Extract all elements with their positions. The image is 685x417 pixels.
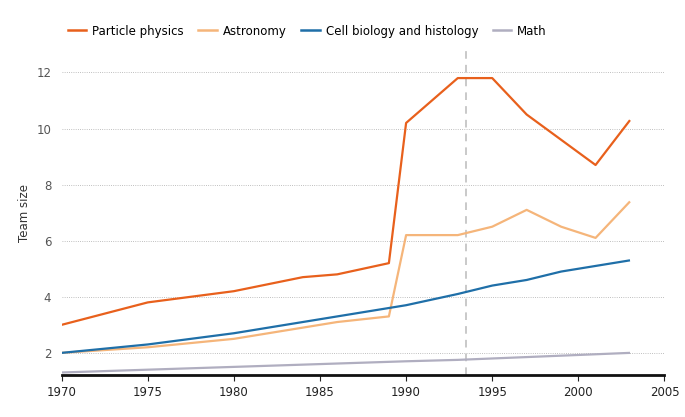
Cell biology and histology xyxy=(626,258,634,263)
Cell biology and histology xyxy=(58,350,66,355)
Particle physics xyxy=(523,112,531,117)
Astronomy xyxy=(557,224,565,229)
Particle physics xyxy=(626,118,634,123)
Astronomy xyxy=(591,236,599,241)
Math xyxy=(626,350,634,355)
Astronomy xyxy=(58,350,66,355)
Cell biology and histology xyxy=(402,303,410,308)
Particle physics xyxy=(229,289,238,294)
Astronomy xyxy=(453,233,462,238)
Astronomy xyxy=(333,319,341,324)
Astronomy xyxy=(299,325,307,330)
Line: Cell biology and histology: Cell biology and histology xyxy=(62,260,630,353)
Astronomy xyxy=(385,314,393,319)
Particle physics xyxy=(144,300,152,305)
Astronomy xyxy=(523,207,531,212)
Cell biology and histology xyxy=(144,342,152,347)
Math xyxy=(58,370,66,375)
Cell biology and histology xyxy=(316,317,324,322)
Cell biology and histology xyxy=(557,269,565,274)
Line: Particle physics: Particle physics xyxy=(62,78,630,325)
Cell biology and histology xyxy=(523,277,531,282)
Math xyxy=(557,353,565,358)
Math xyxy=(591,352,599,357)
Particle physics xyxy=(299,275,307,280)
Particle physics xyxy=(453,75,462,80)
Astronomy xyxy=(316,322,324,327)
Astronomy xyxy=(144,345,152,350)
Astronomy xyxy=(402,233,410,238)
Particle physics xyxy=(385,261,393,266)
Astronomy xyxy=(488,224,497,229)
Math xyxy=(488,356,497,361)
Astronomy xyxy=(626,199,634,204)
Particle physics xyxy=(402,121,410,126)
Particle physics xyxy=(316,273,324,278)
Cell biology and histology xyxy=(229,331,238,336)
Legend: Particle physics, Astronomy, Cell biology and histology, Math: Particle physics, Astronomy, Cell biolog… xyxy=(68,25,547,38)
Particle physics xyxy=(333,272,341,277)
Math xyxy=(453,357,462,362)
Particle physics xyxy=(488,75,497,80)
Math xyxy=(316,362,324,367)
Math xyxy=(144,367,152,372)
Cell biology and histology xyxy=(488,283,497,288)
Line: Math: Math xyxy=(62,353,630,372)
Particle physics xyxy=(58,322,66,327)
Y-axis label: Team size: Team size xyxy=(18,183,31,242)
Math xyxy=(229,364,238,369)
Line: Astronomy: Astronomy xyxy=(62,201,630,353)
Cell biology and histology xyxy=(453,291,462,296)
Cell biology and histology xyxy=(591,264,599,269)
Astronomy xyxy=(229,337,238,342)
Math xyxy=(402,359,410,364)
Particle physics xyxy=(591,163,599,168)
Math xyxy=(523,354,531,359)
